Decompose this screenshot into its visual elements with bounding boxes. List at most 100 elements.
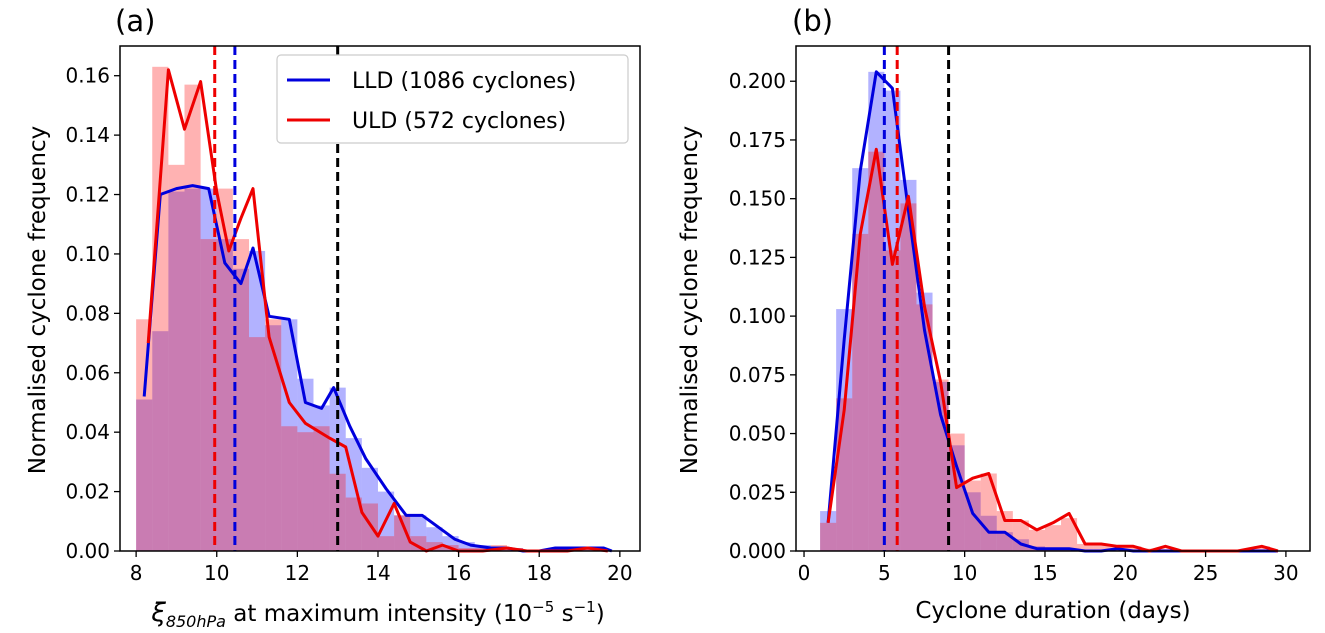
x-tick-label: 18 bbox=[526, 561, 551, 585]
histogram-bar-lld bbox=[232, 268, 249, 551]
histogram-bar-uld bbox=[884, 250, 901, 552]
panel-b-chart: 0 5 10 15 20 25 30 0.0000.0250.0500.0750.1000.… bbox=[677, 4, 1311, 624]
histogram-bar-uld bbox=[168, 164, 185, 551]
x-tick-label: 16 bbox=[446, 561, 471, 585]
histogram-bar-uld bbox=[184, 84, 201, 551]
y-tick-label: 0.075 bbox=[729, 363, 786, 387]
x-label-text: at maximum intensity (10 bbox=[226, 601, 532, 627]
y-tick-label: 0.150 bbox=[729, 187, 786, 211]
x-tick-label: 30 bbox=[1273, 561, 1298, 585]
histogram-bar-lld bbox=[216, 239, 233, 551]
x-label-exp: −5 bbox=[532, 598, 554, 616]
y-tick-label: 0.08 bbox=[65, 301, 110, 325]
histogram-bar-uld bbox=[216, 188, 233, 551]
panel-a-x-ticks: 8 10 12 14 16 18 20 bbox=[130, 551, 633, 585]
legend: LLD (1086 cyclones) ULD (572 cyclones) bbox=[276, 54, 629, 144]
y-tick-label: 0.16 bbox=[65, 64, 110, 88]
panel-a-axes-frame bbox=[119, 45, 641, 552]
histogram-bar-uld bbox=[297, 432, 314, 551]
histogram-bar-uld bbox=[232, 239, 249, 551]
x-tick-label: 20 bbox=[1113, 561, 1138, 585]
x-tick-label: 20 bbox=[607, 561, 632, 585]
histogram-bar-uld bbox=[916, 304, 933, 551]
series-line-uld bbox=[826, 147, 1279, 553]
x-label-close: ) bbox=[596, 601, 605, 627]
histogram-bar-uld bbox=[281, 426, 298, 551]
histogram-bar-uld bbox=[1044, 525, 1062, 551]
panel-b-x-axis-label: Cyclone duration (days) bbox=[915, 598, 1190, 624]
histogram-bar-lld bbox=[868, 71, 885, 551]
panel-b-y-ticks: 0.000 0.025 0.050 0.075 0.100 0.125 0.150 0.175… bbox=[729, 69, 796, 563]
histogram-bar-uld bbox=[1093, 543, 1110, 551]
histogram-bar-lld bbox=[900, 179, 917, 551]
legend-label-uld: ULD (572 cyclones) bbox=[352, 109, 566, 134]
histogram-bar-uld bbox=[932, 379, 949, 551]
panel-a-label: (a) bbox=[115, 4, 155, 38]
histogram-bar-lld bbox=[313, 405, 330, 551]
x-label-unit: s bbox=[554, 601, 573, 627]
panel-b-x-ticks: 0 5 10 15 20 25 30 bbox=[798, 551, 1299, 585]
y-tick-label: 0.200 bbox=[729, 69, 786, 93]
histogram-bar-uld bbox=[361, 503, 378, 551]
panel-b-axes-frame bbox=[795, 45, 1311, 552]
y-tick-label: 0.125 bbox=[729, 245, 786, 269]
x-tick-label: 10 bbox=[204, 561, 229, 585]
legend-box bbox=[276, 54, 629, 144]
x-tick-label: 25 bbox=[1193, 561, 1218, 585]
histogram-bar-lld bbox=[458, 542, 475, 551]
histogram-bar-uld bbox=[1012, 520, 1029, 551]
x-tick-label: 0 bbox=[798, 561, 811, 585]
histogram-bar-lld bbox=[820, 511, 837, 551]
panel-b-y-axis-label: Normalised cyclone frequency bbox=[677, 126, 703, 474]
panel-a-x-axis-label: ξ850hPa at maximum intensity (10−5 s−1) bbox=[150, 598, 604, 631]
histogram-bar-uld bbox=[377, 536, 395, 551]
panel-a-y-axis-label: Normalised cyclone frequency bbox=[25, 126, 51, 474]
x-tick-label: 14 bbox=[365, 561, 390, 585]
histogram-bar-uld bbox=[852, 233, 869, 551]
panel-b-median-lines bbox=[882, 46, 951, 551]
histogram-bar-uld bbox=[152, 66, 169, 551]
x-tick-label: 10 bbox=[952, 561, 977, 585]
panel-a-bars bbox=[136, 66, 604, 551]
histogram-bar-uld bbox=[820, 522, 837, 551]
series-line-uld bbox=[146, 68, 609, 553]
histogram-bar-lld bbox=[265, 325, 282, 551]
y-tick-label: 0.14 bbox=[65, 123, 110, 147]
histogram-bar-uld bbox=[200, 239, 217, 551]
histogram-bar-lld bbox=[297, 378, 314, 551]
histogram-bar-uld bbox=[265, 319, 282, 551]
panel-a-chart: 8 10 12 14 16 18 20 0.000.020.040.060.080.100.… bbox=[25, 4, 641, 631]
histogram-bar-uld bbox=[1061, 518, 1078, 551]
panel-b-label: (b) bbox=[792, 4, 833, 38]
x-tick-label: 5 bbox=[878, 561, 891, 585]
histogram-bar-uld bbox=[868, 151, 885, 551]
x-tick-label: 8 bbox=[130, 561, 143, 585]
y-tick-label: 0.00 bbox=[65, 539, 110, 563]
histogram-bar-uld bbox=[136, 319, 153, 551]
histogram-bar-uld bbox=[1125, 546, 1142, 551]
xi-symbol: ξ bbox=[150, 598, 166, 628]
x-tick-label: 12 bbox=[285, 561, 310, 585]
panel-b-bars bbox=[820, 71, 1270, 552]
histogram-bar-uld bbox=[313, 426, 330, 551]
y-tick-label: 0.06 bbox=[65, 361, 110, 385]
histogram-bar-lld bbox=[281, 319, 298, 551]
histogram-bar-uld bbox=[1253, 546, 1270, 551]
y-tick-label: 0.12 bbox=[65, 183, 110, 207]
histogram-bar-lld bbox=[394, 515, 411, 551]
y-tick-label: 0.000 bbox=[729, 539, 786, 563]
histogram-bar-uld bbox=[964, 480, 981, 551]
histogram-bar-lld bbox=[168, 191, 185, 551]
panel-a-y-ticks: 0.00 0.02 0.04 0.06 0.08 0.10 0.12 0.14 0.16 bbox=[65, 64, 120, 563]
histogram-bar-uld bbox=[248, 337, 266, 551]
y-tick-label: 0.025 bbox=[729, 480, 786, 504]
x-tick-label: 15 bbox=[1032, 561, 1057, 585]
legend-label-lld: LLD (1086 cyclones) bbox=[352, 69, 576, 94]
y-tick-label: 0.10 bbox=[65, 242, 110, 266]
histogram-bar-lld bbox=[964, 492, 981, 551]
histogram-bar-lld bbox=[200, 188, 217, 551]
xi-subscript: 850hPa bbox=[166, 612, 226, 631]
histogram-bar-lld bbox=[948, 445, 965, 551]
histogram-bar-lld bbox=[152, 331, 169, 551]
